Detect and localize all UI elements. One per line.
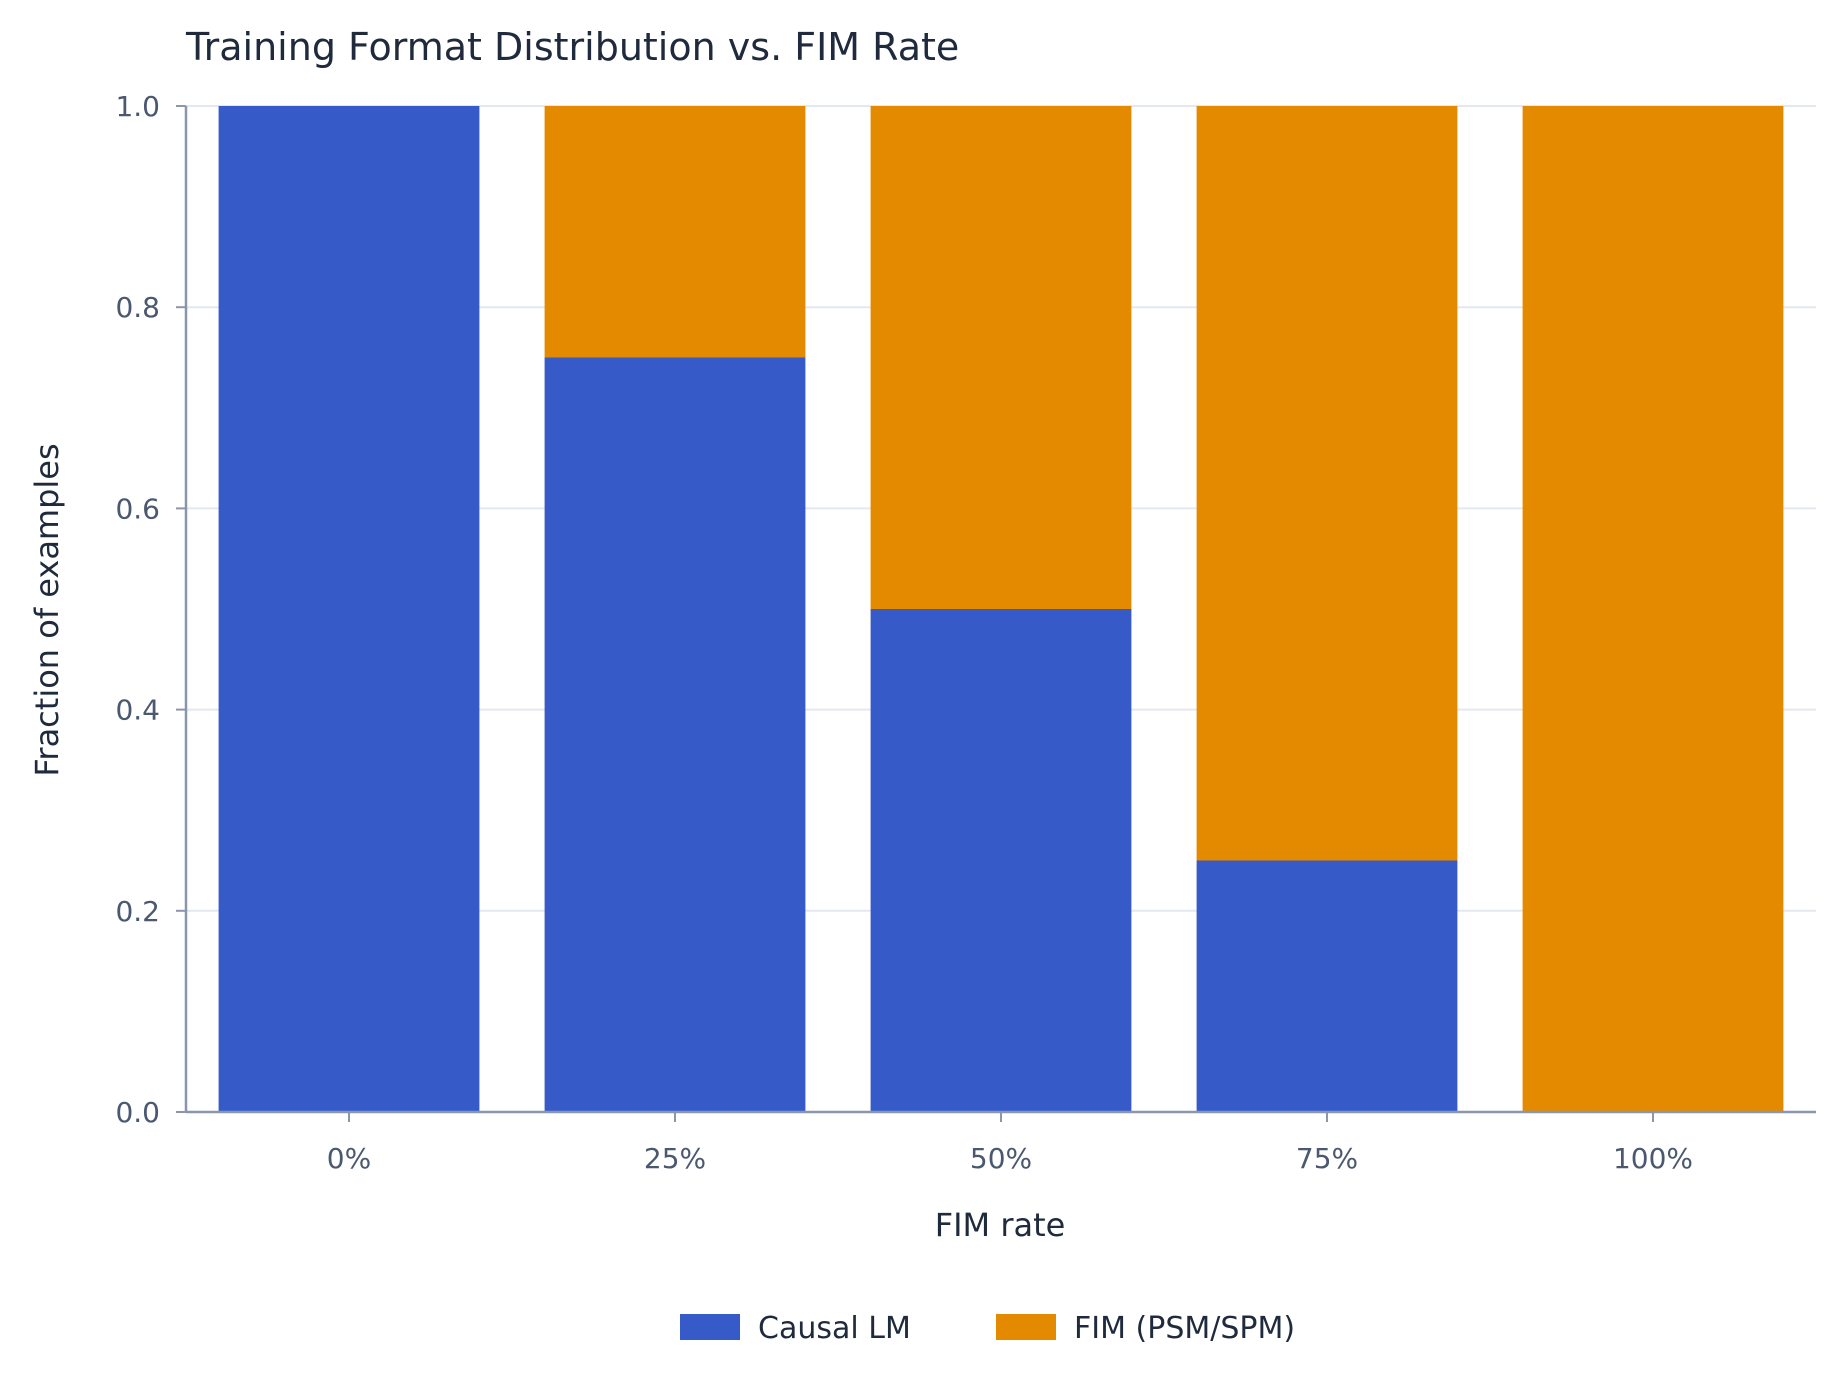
legend-swatch-fim: [996, 1314, 1056, 1340]
bar-fim-2: [870, 106, 1132, 609]
bar-fim-3: [1196, 106, 1458, 861]
y-tick-label: 0.6: [115, 492, 160, 525]
bar-causal-lm-2: [870, 609, 1132, 1112]
bar-fim-1: [544, 106, 806, 358]
legend-label-fim: FIM (PSM/SPM): [1074, 1311, 1295, 1346]
y-axis-label: Fraction of examples: [28, 443, 66, 776]
bar-causal-lm-0: [218, 106, 480, 1112]
chart-title: Training Format Distribution vs. FIM Rat…: [185, 25, 959, 69]
axes: 0.0 0.2 0.4 0.6 0.8 1.0 0% 25% 50% 75% 100%: [115, 90, 1816, 1175]
x-tick-label: 25%: [644, 1142, 706, 1175]
y-tick-label: 0.0: [115, 1096, 160, 1129]
y-tick-label: 0.2: [115, 895, 160, 928]
x-tick-label: 75%: [1296, 1142, 1358, 1175]
bar-fim-4: [1522, 106, 1784, 1112]
y-tick-label: 0.8: [115, 291, 160, 324]
x-tick-label: 100%: [1613, 1142, 1693, 1175]
y-tick-label: 0.4: [115, 694, 160, 727]
bar-causal-lm-3: [1196, 860, 1458, 1112]
bar-causal-lm-1: [544, 357, 806, 1112]
x-axis-label: FIM rate: [935, 1206, 1066, 1244]
x-tick-label: 50%: [970, 1142, 1032, 1175]
legend: Causal LM FIM (PSM/SPM): [680, 1311, 1295, 1346]
legend-swatch-causal-lm: [680, 1314, 740, 1340]
x-tick-label: 0%: [327, 1142, 371, 1175]
bars: [218, 106, 1784, 1112]
y-tick-label: 1.0: [115, 90, 160, 123]
legend-label-causal-lm: Causal LM: [758, 1311, 911, 1346]
